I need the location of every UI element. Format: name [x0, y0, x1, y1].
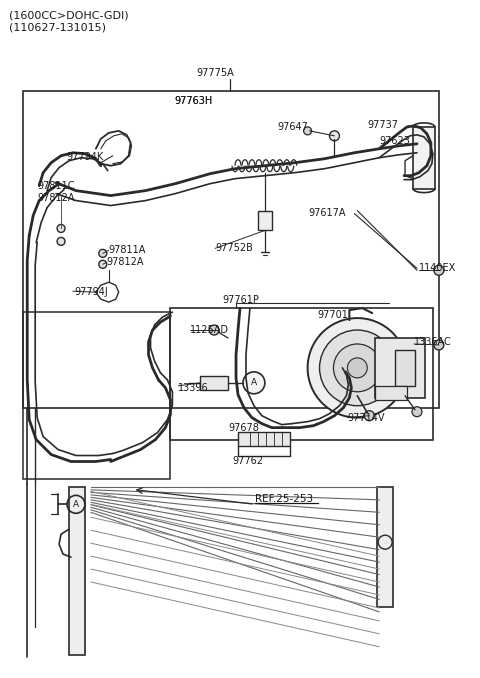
Circle shape [243, 372, 265, 394]
Text: 97714V: 97714V [348, 413, 385, 422]
Text: (1600CC>DOHC-GDI): (1600CC>DOHC-GDI) [9, 10, 129, 20]
Circle shape [57, 237, 65, 245]
Text: A: A [251, 378, 257, 387]
Text: 97647: 97647 [278, 122, 309, 132]
Bar [238, 432, 290, 445]
Text: 97812A: 97812A [37, 193, 75, 203]
Circle shape [99, 260, 107, 268]
Circle shape [364, 411, 374, 420]
Circle shape [348, 358, 367, 378]
Circle shape [412, 407, 422, 417]
Circle shape [308, 318, 407, 418]
Text: 97763H: 97763H [174, 96, 212, 106]
Text: 1140EX: 1140EX [419, 263, 456, 273]
Text: 1125AD: 1125AD [190, 325, 229, 335]
Text: A: A [73, 500, 79, 508]
Bar [69, 487, 85, 655]
Text: 97812A: 97812A [107, 258, 144, 267]
Circle shape [334, 344, 381, 392]
Text: 97762: 97762 [232, 456, 264, 466]
Bar [23, 91, 439, 407]
Text: REF.25-253: REF.25-253 [255, 494, 313, 504]
Bar [395, 350, 415, 386]
Bar [377, 487, 393, 607]
Text: 97617A: 97617A [308, 207, 346, 218]
Text: 97701: 97701 [318, 310, 348, 320]
Text: 97752B: 97752B [215, 243, 253, 254]
Text: 1336AC: 1336AC [414, 337, 452, 347]
Text: 97761P: 97761P [222, 295, 259, 305]
Text: 97763H: 97763H [174, 96, 212, 106]
Circle shape [320, 330, 395, 405]
Bar [170, 308, 433, 439]
Text: 97794K: 97794K [66, 152, 103, 162]
Text: 97811A: 97811A [109, 245, 146, 256]
Text: 97775A: 97775A [196, 68, 234, 78]
Bar [200, 376, 228, 390]
Text: 97623: 97623 [379, 136, 410, 146]
Text: 97811C: 97811C [37, 180, 75, 191]
Circle shape [57, 224, 65, 233]
Bar [258, 211, 272, 231]
Text: 97794J: 97794J [74, 287, 108, 297]
Bar [23, 312, 170, 479]
Circle shape [329, 131, 339, 141]
Text: (110627-131015): (110627-131015) [9, 22, 107, 33]
Circle shape [99, 250, 107, 258]
Text: 13396: 13396 [179, 383, 209, 393]
Text: 97737: 97737 [367, 120, 398, 130]
Circle shape [434, 265, 444, 275]
Bar [413, 127, 435, 188]
Circle shape [434, 340, 444, 350]
Bar [375, 338, 425, 398]
Bar [375, 386, 407, 400]
Circle shape [209, 325, 219, 335]
Text: 97678: 97678 [228, 422, 259, 433]
Circle shape [304, 127, 312, 135]
